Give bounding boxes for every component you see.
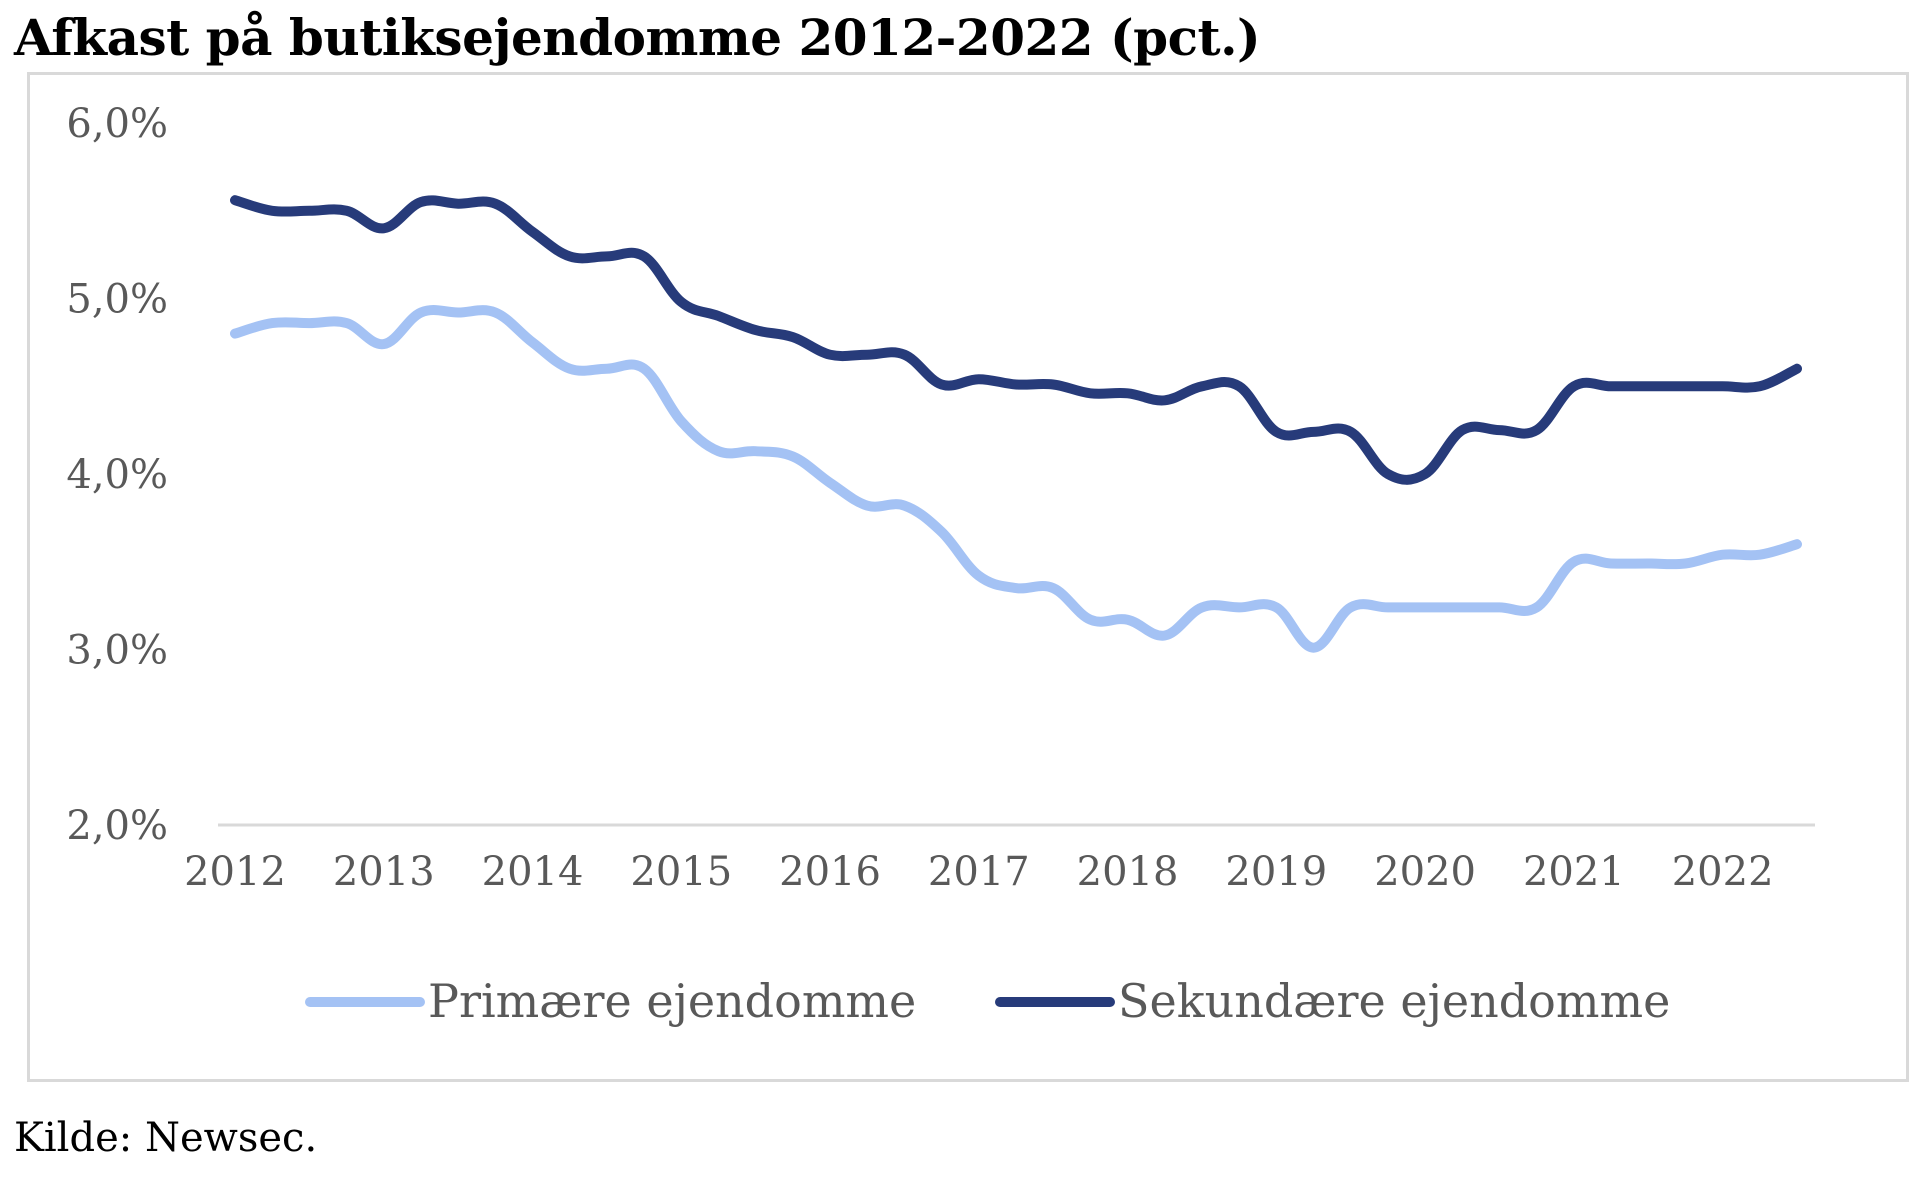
x-tick-label: 2013 — [333, 849, 435, 895]
x-tick-label: 2012 — [184, 849, 286, 895]
x-tick-label: 2018 — [1077, 849, 1179, 895]
y-axis-ticks: 2,0% 3,0% 4,0% 5,0% 6,0% — [66, 101, 168, 849]
legend-label: Primære ejendomme — [428, 974, 916, 1028]
legend-label: Sekundære ejendomme — [1118, 974, 1670, 1028]
y-tick-label: 3,0% — [66, 628, 168, 674]
x-tick-label: 2014 — [482, 849, 584, 895]
chart-title: Afkast på butiksejendomme 2012-2022 (pct… — [14, 8, 1261, 67]
series-layer — [230, 195, 1802, 653]
x-tick-label: 2019 — [1225, 849, 1327, 895]
x-tick-label: 2017 — [928, 849, 1030, 895]
series-line-primary — [230, 305, 1802, 653]
x-tick-label: 2016 — [779, 849, 881, 895]
y-tick-label: 2,0% — [66, 803, 168, 849]
y-tick-label: 6,0% — [66, 101, 168, 147]
x-tick-label: 2021 — [1523, 849, 1625, 895]
source-note: Kilde: Newsec. — [14, 1115, 318, 1161]
x-tick-label: 2015 — [630, 849, 732, 895]
chart-legend: Primære ejendomme Sekundære ejendomme — [305, 974, 1670, 1028]
x-tick-label: 2022 — [1672, 849, 1774, 895]
y-tick-label: 4,0% — [66, 452, 168, 498]
x-tick-label: 2020 — [1374, 849, 1476, 895]
chart-frame — [27, 72, 1909, 1082]
series-line-secondary — [230, 195, 1802, 485]
y-tick-label: 5,0% — [66, 277, 168, 323]
x-axis-ticks: 2012 2013 2014 2015 2016 2017 2018 2019 2020 2021… — [184, 849, 1773, 895]
